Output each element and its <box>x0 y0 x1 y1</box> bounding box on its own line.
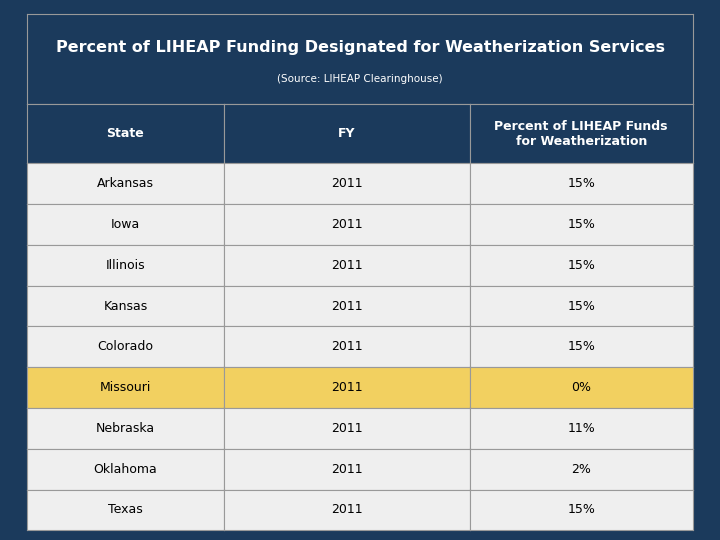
Text: 0%: 0% <box>571 381 591 394</box>
Text: 2011: 2011 <box>331 463 362 476</box>
Text: FY: FY <box>338 127 356 140</box>
Text: Nebraska: Nebraska <box>96 422 155 435</box>
Text: 15%: 15% <box>567 503 595 516</box>
Text: 15%: 15% <box>567 300 595 313</box>
Text: Colorado: Colorado <box>97 340 153 353</box>
Text: 11%: 11% <box>567 422 595 435</box>
Text: (Source: LIHEAP Clearinghouse): (Source: LIHEAP Clearinghouse) <box>277 73 443 84</box>
Text: 2011: 2011 <box>331 422 362 435</box>
Text: Texas: Texas <box>108 503 143 516</box>
Text: 2011: 2011 <box>331 300 362 313</box>
Text: 15%: 15% <box>567 259 595 272</box>
Text: 2011: 2011 <box>331 381 362 394</box>
Text: 15%: 15% <box>567 218 595 231</box>
Text: 15%: 15% <box>567 340 595 353</box>
Text: Illinois: Illinois <box>106 259 145 272</box>
Text: 2%: 2% <box>571 463 591 476</box>
Text: State: State <box>107 127 145 140</box>
Text: 15%: 15% <box>567 177 595 190</box>
Text: 2011: 2011 <box>331 177 362 190</box>
Text: 2011: 2011 <box>331 218 362 231</box>
Text: Missouri: Missouri <box>100 381 151 394</box>
Text: 2011: 2011 <box>331 340 362 353</box>
Text: Percent of LIHEAP Funding Designated for Weatherization Services: Percent of LIHEAP Funding Designated for… <box>55 40 665 56</box>
Text: Percent of LIHEAP Funds
for Weatherization: Percent of LIHEAP Funds for Weatherizati… <box>495 120 668 147</box>
Text: Iowa: Iowa <box>111 218 140 231</box>
Text: 2011: 2011 <box>331 259 362 272</box>
Text: Oklahoma: Oklahoma <box>94 463 158 476</box>
Text: Kansas: Kansas <box>104 300 148 313</box>
Text: Arkansas: Arkansas <box>97 177 154 190</box>
Text: 2011: 2011 <box>331 503 362 516</box>
